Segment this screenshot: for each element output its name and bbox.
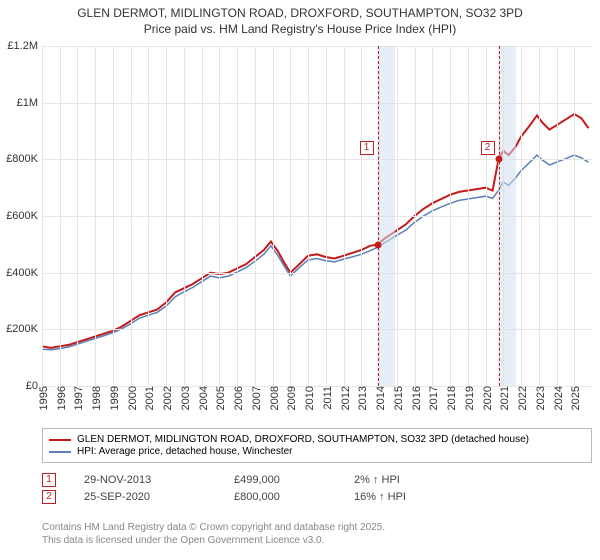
chart-legend: GLEN DERMOT, MIDLINGTON ROAD, DROXFORD, … bbox=[42, 428, 592, 463]
x-axis-label: 2025 bbox=[566, 386, 582, 410]
x-axis-label: 2018 bbox=[442, 386, 458, 410]
x-axis-label: 2009 bbox=[282, 386, 298, 410]
x-axis-label: 2016 bbox=[407, 386, 423, 410]
gridline-v bbox=[468, 46, 469, 386]
x-axis-label: 2020 bbox=[478, 386, 494, 410]
gridline-v bbox=[486, 46, 487, 386]
transaction-date: 29-NOV-2013 bbox=[84, 474, 234, 486]
x-axis-label: 2013 bbox=[353, 386, 369, 410]
legend-row: GLEN DERMOT, MIDLINGTON ROAD, DROXFORD, … bbox=[49, 434, 585, 445]
transaction-hpi: 2% ↑ HPI bbox=[354, 474, 474, 486]
gridline-v bbox=[539, 46, 540, 386]
gridline-v bbox=[450, 46, 451, 386]
gridline-v bbox=[255, 46, 256, 386]
gridline-v bbox=[77, 46, 78, 386]
gridline-v bbox=[326, 46, 327, 386]
x-axis-label: 2005 bbox=[211, 386, 227, 410]
gridline-v bbox=[148, 46, 149, 386]
chart-footer: Contains HM Land Registry data © Crown c… bbox=[42, 522, 592, 547]
x-axis-label: 2006 bbox=[229, 386, 245, 410]
x-axis-label: 2021 bbox=[495, 386, 511, 410]
x-axis-label: 2004 bbox=[194, 386, 210, 410]
gridline-v bbox=[42, 46, 43, 386]
transaction-row: 1 29-NOV-2013£499,0002% ↑ HPI bbox=[42, 473, 592, 487]
marker-box: 1 bbox=[360, 141, 374, 155]
gridline-v bbox=[131, 46, 132, 386]
y-axis-label: £800K bbox=[6, 153, 42, 165]
legend-row: HPI: Average price, detached house, Winc… bbox=[49, 446, 585, 457]
x-axis-label: 2007 bbox=[247, 386, 263, 410]
gridline-v bbox=[166, 46, 167, 386]
x-axis-label: 2024 bbox=[549, 386, 565, 410]
gridline-v bbox=[290, 46, 291, 386]
x-axis-label: 2010 bbox=[300, 386, 316, 410]
x-axis-label: 2023 bbox=[531, 386, 547, 410]
transaction-point bbox=[495, 156, 502, 163]
gridline-v bbox=[202, 46, 203, 386]
x-axis-label: 2014 bbox=[371, 386, 387, 410]
gridline-v bbox=[415, 46, 416, 386]
gridline-v bbox=[219, 46, 220, 386]
gridline-v bbox=[557, 46, 558, 386]
x-axis-label: 2002 bbox=[158, 386, 174, 410]
footer-line-2: This data is licensed under the Open Gov… bbox=[42, 535, 324, 546]
gridline-v bbox=[184, 46, 185, 386]
transaction-price: £499,000 bbox=[234, 474, 354, 486]
gridline-v bbox=[237, 46, 238, 386]
y-axis-label: £600K bbox=[6, 210, 42, 222]
chart-title: GLEN DERMOT, MIDLINGTON ROAD, DROXFORD, … bbox=[0, 0, 600, 37]
x-axis-label: 1998 bbox=[87, 386, 103, 410]
gridline-v bbox=[397, 46, 398, 386]
marker-line bbox=[378, 46, 379, 386]
marker-box: 2 bbox=[481, 141, 495, 155]
legend-label: GLEN DERMOT, MIDLINGTON ROAD, DROXFORD, … bbox=[77, 434, 529, 445]
chart-plot-area: £0£200K£400K£600K£800K£1M£1.2M1995199619… bbox=[42, 46, 592, 386]
transaction-point bbox=[374, 241, 381, 248]
gridline-v bbox=[95, 46, 96, 386]
x-axis-label: 2022 bbox=[513, 386, 529, 410]
x-axis-label: 2019 bbox=[460, 386, 476, 410]
marker-line bbox=[499, 46, 500, 386]
x-axis-label: 2003 bbox=[176, 386, 192, 410]
transaction-index: 2 bbox=[42, 490, 56, 504]
footer-line-1: Contains HM Land Registry data © Crown c… bbox=[42, 522, 385, 533]
gridline-v bbox=[574, 46, 575, 386]
transaction-date: 25-SEP-2020 bbox=[84, 491, 234, 503]
shaded-range bbox=[498, 46, 516, 386]
y-axis-label: £200K bbox=[6, 323, 42, 335]
x-axis-label: 1995 bbox=[34, 386, 50, 410]
x-axis-label: 2011 bbox=[318, 386, 334, 410]
x-axis-label: 2001 bbox=[140, 386, 156, 410]
title-line-1: GLEN DERMOT, MIDLINGTON ROAD, DROXFORD, … bbox=[77, 6, 523, 20]
x-axis-label: 1999 bbox=[105, 386, 121, 410]
x-axis-label: 2012 bbox=[336, 386, 352, 410]
y-axis-label: £1M bbox=[17, 97, 42, 109]
gridline-v bbox=[308, 46, 309, 386]
x-axis-label: 2017 bbox=[424, 386, 440, 410]
transactions-table: 1 29-NOV-2013£499,0002% ↑ HPI 2 25-SEP-2020… bbox=[42, 470, 592, 507]
gridline-v bbox=[361, 46, 362, 386]
gridline-v bbox=[60, 46, 61, 386]
gridline-v bbox=[521, 46, 522, 386]
x-axis-label: 2000 bbox=[123, 386, 139, 410]
x-axis-label: 2015 bbox=[389, 386, 405, 410]
legend-label: HPI: Average price, detached house, Winc… bbox=[77, 446, 293, 457]
x-axis-label: 1997 bbox=[69, 386, 85, 410]
gridline-v bbox=[344, 46, 345, 386]
transaction-hpi: 16% ↑ HPI bbox=[354, 491, 474, 503]
transaction-price: £800,000 bbox=[234, 491, 354, 503]
legend-swatch bbox=[49, 439, 71, 441]
y-axis-label: £1.2M bbox=[7, 40, 42, 52]
x-axis-label: 2008 bbox=[265, 386, 281, 410]
x-axis-label: 1996 bbox=[52, 386, 68, 410]
title-line-2: Price paid vs. HM Land Registry's House … bbox=[144, 22, 456, 36]
shaded-range bbox=[377, 46, 395, 386]
gridline-v bbox=[113, 46, 114, 386]
legend-swatch bbox=[49, 451, 71, 453]
y-axis-label: £400K bbox=[6, 267, 42, 279]
gridline-v bbox=[273, 46, 274, 386]
transaction-index: 1 bbox=[42, 473, 56, 487]
gridline-v bbox=[432, 46, 433, 386]
transaction-row: 2 25-SEP-2020£800,00016% ↑ HPI bbox=[42, 490, 592, 504]
